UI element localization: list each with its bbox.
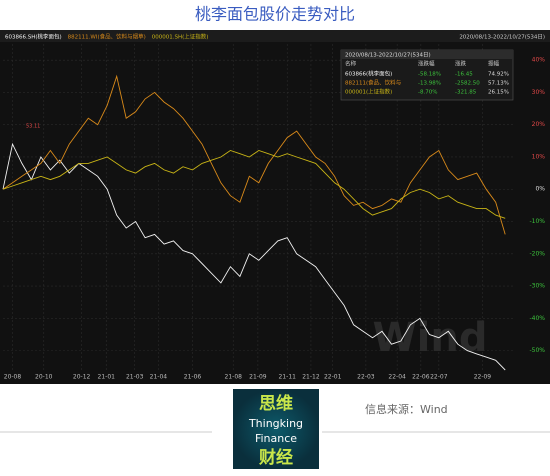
x-tick-label: 21-01 [98, 374, 116, 381]
table-cell: -58.18% [418, 72, 441, 78]
table-cell: 882111(食品、饮料与 [345, 79, 401, 87]
y-tick-label: -50% [529, 347, 545, 354]
x-tick-label: 21-03 [126, 374, 144, 381]
x-tick-label: 22-04 [388, 374, 406, 381]
legend-bar [0, 30, 550, 42]
legend-entry: 882111.WI(食品、饮料与烟草) [68, 33, 146, 41]
y-tick-label: 40% [532, 57, 546, 64]
table-cell: -321.85 [455, 90, 477, 96]
range-label: 2020/08/13-2022/10/27(534日) [459, 34, 545, 41]
x-tick-label: 21-12 [302, 374, 320, 381]
table-cell: 57.13% [488, 81, 509, 87]
y-tick-label: 10% [532, 153, 546, 160]
watermark: Wind [373, 315, 488, 361]
y-tick-label: 0% [535, 186, 545, 193]
legend-entry: 603866.SH(桃李面包) [5, 33, 62, 41]
table-header: 振幅 [488, 60, 500, 68]
x-tick-label: 21-11 [279, 374, 297, 381]
page-title: 桃李面包股价走势对比 [195, 5, 355, 24]
x-tick-label: 21-09 [249, 374, 267, 381]
y-tick-label: -40% [529, 315, 545, 322]
x-tick-label: 22-01 [324, 374, 342, 381]
table-cell: 000001(上证指数) [345, 88, 392, 96]
logo-text: 思维 [259, 393, 293, 414]
logo [233, 389, 319, 469]
series-line [2, 74, 506, 235]
x-tick-label: 22-07 [430, 374, 448, 381]
x-tick-label: 21-06 [184, 374, 202, 381]
table-cell: -16.45 [455, 72, 473, 78]
y-tick-label: -10% [529, 218, 545, 225]
x-tick-label: 22-09 [474, 374, 492, 381]
table-header: 涨跌 [455, 60, 467, 68]
series-line [2, 142, 506, 371]
x-tick-label: 20-12 [73, 374, 91, 381]
table-header: 涨跌幅 [418, 60, 435, 68]
x-tick-label: 22-06 [412, 374, 430, 381]
x-tick-label: 20-10 [35, 374, 53, 381]
table-cell: -8.70% [418, 90, 437, 96]
table-cell: 26.15% [488, 90, 509, 96]
y-tick-label: -30% [529, 283, 545, 290]
logo-text: Thingking [248, 417, 303, 430]
x-tick-label: 20-08 [4, 374, 22, 381]
stats-table-header [341, 50, 513, 59]
y-tick-label: -20% [529, 250, 545, 257]
stats-title: 2020/08/13-2022/10/27(534日) [345, 52, 431, 59]
legend-entry: 000001.SH(上证指数) [152, 33, 209, 41]
logo-text: Finance [255, 432, 297, 445]
table-cell: 603866(桃李面包) [345, 70, 392, 78]
y-tick-label: 20% [532, 121, 546, 128]
table-cell: -13.98% [418, 81, 441, 87]
x-tick-label: 21-04 [150, 374, 168, 381]
x-tick-label: 21-08 [225, 374, 243, 381]
table-cell: -2582.50 [455, 81, 480, 87]
source: 信息来源：Wind [365, 402, 448, 416]
series-line [2, 150, 506, 219]
table-cell: 74.92% [488, 72, 509, 78]
x-tick-label: 22-03 [357, 374, 375, 381]
annotation: 53.11 [26, 124, 40, 130]
table-header: 名称 [345, 60, 357, 68]
logo-text: 财经 [258, 447, 293, 468]
y-tick-label: 30% [532, 89, 546, 96]
